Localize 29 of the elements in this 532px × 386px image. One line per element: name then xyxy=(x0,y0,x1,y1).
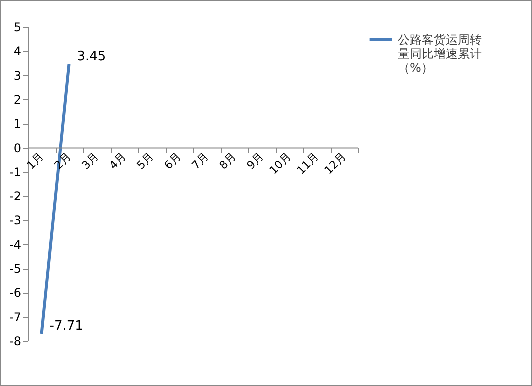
y-tick-label: 0 xyxy=(14,141,22,156)
x-tick-label: 1月 xyxy=(24,150,46,172)
y-tick-label: 2 xyxy=(14,92,22,107)
data-label: 3.45 xyxy=(77,49,106,64)
x-tick-label: 6月 xyxy=(162,150,184,172)
y-tick-label: -4 xyxy=(10,238,22,252)
x-tick-label: 2月 xyxy=(52,150,74,172)
x-tick-label: 9月 xyxy=(244,150,266,172)
x-tick-label: 5月 xyxy=(134,150,156,172)
legend-label: 公路客货运周转量同比增速累计（%） xyxy=(398,33,482,75)
y-tick-label: 4 xyxy=(14,44,22,59)
y-tick-label: -2 xyxy=(10,190,22,204)
y-tick-label: -3 xyxy=(10,214,22,228)
y-tick-label: -7 xyxy=(10,310,22,324)
x-tick-label: 10月 xyxy=(267,150,294,178)
x-tick-label: 3月 xyxy=(80,150,102,172)
y-tick-label: -6 xyxy=(10,286,22,300)
x-tick-label: 11月 xyxy=(294,150,322,178)
x-tick-label: 8月 xyxy=(217,150,239,172)
x-tick-label: 4月 xyxy=(107,150,129,172)
y-tick-label: -1 xyxy=(10,165,22,180)
x-tick-label: 12月 xyxy=(322,150,349,178)
x-tick-label: 7月 xyxy=(190,150,212,172)
y-tick-label: -5 xyxy=(10,262,22,276)
y-tick-label: 3 xyxy=(14,68,22,83)
y-tick-label: 5 xyxy=(14,20,22,34)
y-tick-label: -8 xyxy=(10,334,22,348)
data-label: -7.71 xyxy=(50,318,84,334)
y-tick-label: 1 xyxy=(14,117,22,132)
